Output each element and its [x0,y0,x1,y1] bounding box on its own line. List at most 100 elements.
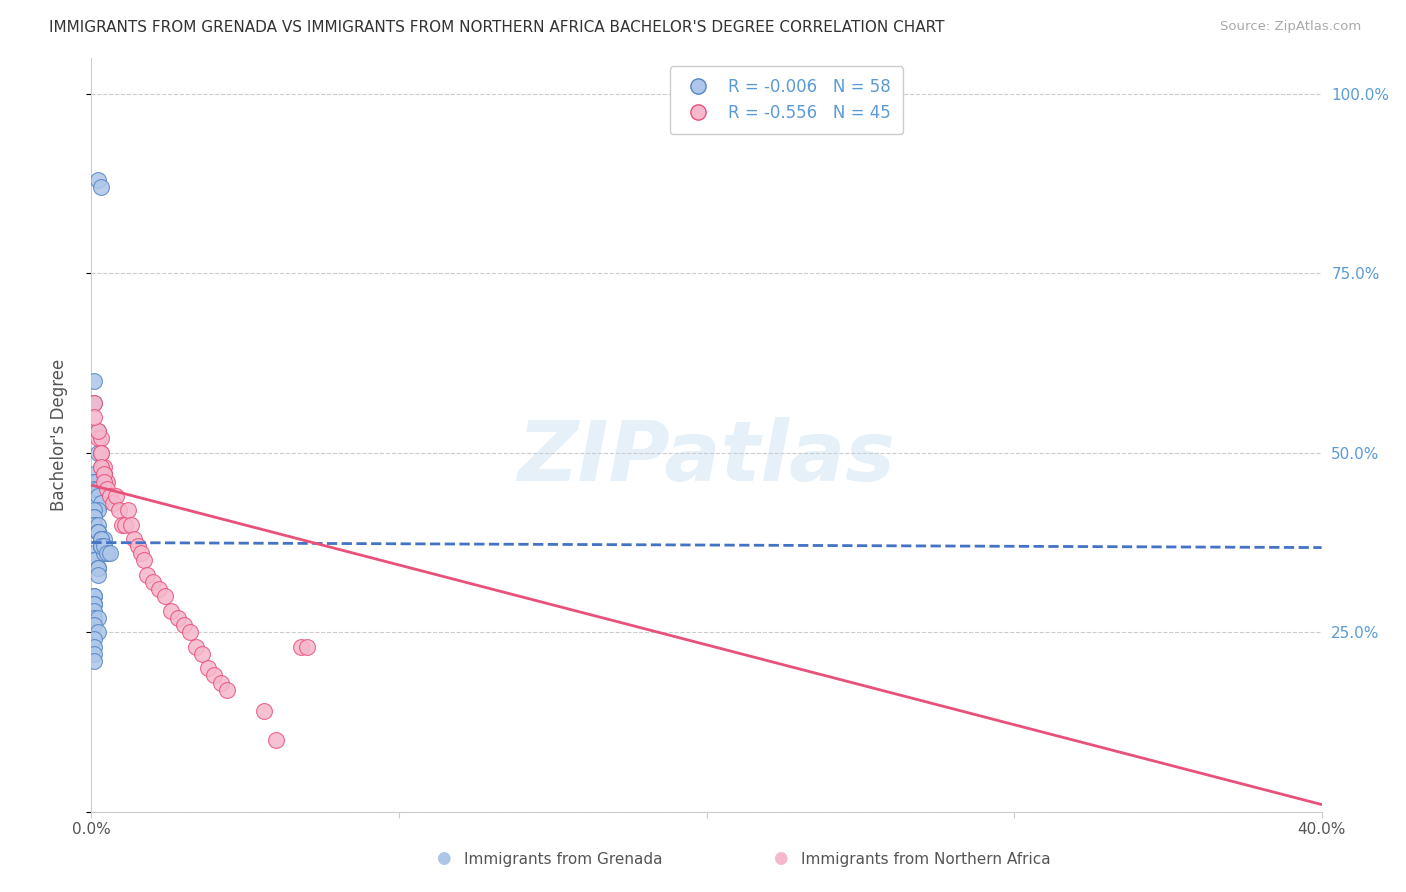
Point [96,475,118,489]
Point [93,539,115,553]
Text: Immigrants from Northern Africa: Immigrants from Northern Africa [801,852,1052,867]
Point [83,475,105,489]
Point [173,618,195,632]
Point [98,546,121,560]
Point [93,460,115,475]
Point [83,475,105,489]
Point [129,546,152,560]
Point [96,546,118,560]
Point [86,560,108,574]
Point [132,553,155,567]
Point [83,395,105,409]
Point [86,489,108,503]
Point [83,510,105,524]
Point [86,475,108,489]
Text: ●: ● [436,849,450,867]
Point [86,524,108,539]
Text: ●: ● [773,849,787,867]
Point [166,611,188,625]
Point [111,517,134,532]
Point [86,524,108,539]
Text: ZIPatlas: ZIPatlas [517,417,896,498]
Point [86,517,108,532]
Point [108,503,131,517]
Point [86,524,108,539]
Point [148,582,170,597]
Point [83,647,105,661]
Point [90,460,112,475]
Point [93,467,115,482]
Point [83,546,105,560]
Point [90,446,112,460]
Point [90,539,112,553]
Point [90,532,112,546]
Point [83,654,105,668]
Point [83,553,105,567]
Point [114,517,136,532]
Point [90,460,112,475]
Point [86,625,108,640]
Point [86,432,108,446]
Point [90,539,112,553]
Point [86,560,108,574]
Text: IMMIGRANTS FROM GRENADA VS IMMIGRANTS FROM NORTHERN AFRICA BACHELOR'S DEGREE COR: IMMIGRANTS FROM GRENADA VS IMMIGRANTS FR… [49,20,945,35]
Y-axis label: Bachelor's Degree: Bachelor's Degree [49,359,67,511]
Point [86,482,108,496]
Point [202,668,225,682]
Point [153,590,177,604]
Point [93,475,115,489]
Point [83,590,105,604]
Point [90,496,112,510]
Point [86,560,108,574]
Point [197,661,219,675]
Point [120,517,142,532]
Point [83,467,105,482]
Point [83,517,105,532]
Point [83,510,105,524]
Point [83,517,105,532]
Point [83,632,105,647]
Point [117,503,139,517]
Point [90,532,112,546]
Point [264,733,287,747]
Point [90,539,112,553]
Point [93,467,115,482]
Point [215,682,238,697]
Point [83,611,105,625]
Point [184,640,207,654]
Point [93,532,115,546]
Point [83,604,105,618]
Point [86,424,108,438]
Point [142,574,165,589]
Point [93,539,115,553]
Legend: R = -0.006   N = 58, R = -0.556   N = 45: R = -0.006 N = 58, R = -0.556 N = 45 [671,66,903,134]
Point [96,546,118,560]
Point [93,467,115,482]
Point [86,611,108,625]
Point [86,503,108,517]
Point [83,409,105,424]
Point [105,489,127,503]
Point [83,618,105,632]
Point [135,567,157,582]
Point [209,675,232,690]
Point [295,640,318,654]
Point [90,432,112,446]
Point [290,640,312,654]
Point [83,553,105,567]
Point [253,704,276,718]
Point [90,446,112,460]
Point [160,604,183,618]
Point [96,482,118,496]
Point [101,496,124,510]
Point [191,647,214,661]
Point [83,590,105,604]
Text: Source: ZipAtlas.com: Source: ZipAtlas.com [1220,20,1361,33]
Text: Immigrants from Grenada: Immigrants from Grenada [464,852,662,867]
Point [179,625,201,640]
Point [83,503,105,517]
Point [127,539,149,553]
Point [83,640,105,654]
Point [86,424,108,438]
Point [86,567,108,582]
